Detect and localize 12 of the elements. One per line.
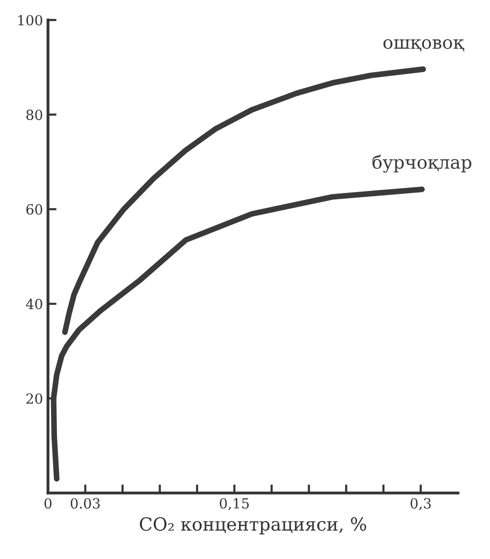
series-label: бурчоқлар: [372, 154, 472, 173]
x-axis-title: CO₂ концентрацияси, %: [140, 517, 366, 534]
y-tick-label: 60: [26, 204, 42, 215]
x-tick-label: 0: [44, 498, 52, 509]
y-tick-label: 20: [26, 393, 42, 404]
x-tick-label: 0,15: [220, 498, 249, 510]
y-tick-label: 80: [26, 110, 42, 120]
x-tick-label: 0.03: [70, 498, 100, 509]
x-tick-label: 0,3: [410, 498, 431, 510]
series-label: ошқовоқ: [383, 39, 464, 52]
y-tick-label: 40: [26, 298, 42, 310]
y-tick-label: 100: [18, 14, 42, 26]
